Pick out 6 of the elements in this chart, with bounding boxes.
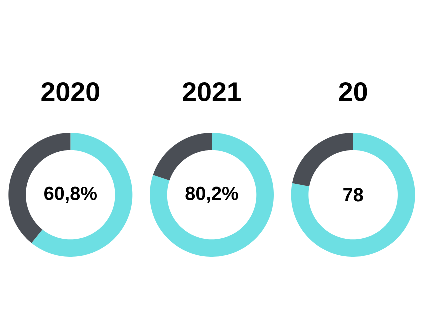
chart-title: 2020 [42, 82, 100, 102]
chart-title: 2021 [183, 82, 242, 102]
data-label: 60,8% [44, 186, 97, 204]
data-label: 78 [344, 188, 364, 202]
chart-title: 20 [339, 82, 368, 102]
data-label: 80,2% [186, 186, 238, 204]
